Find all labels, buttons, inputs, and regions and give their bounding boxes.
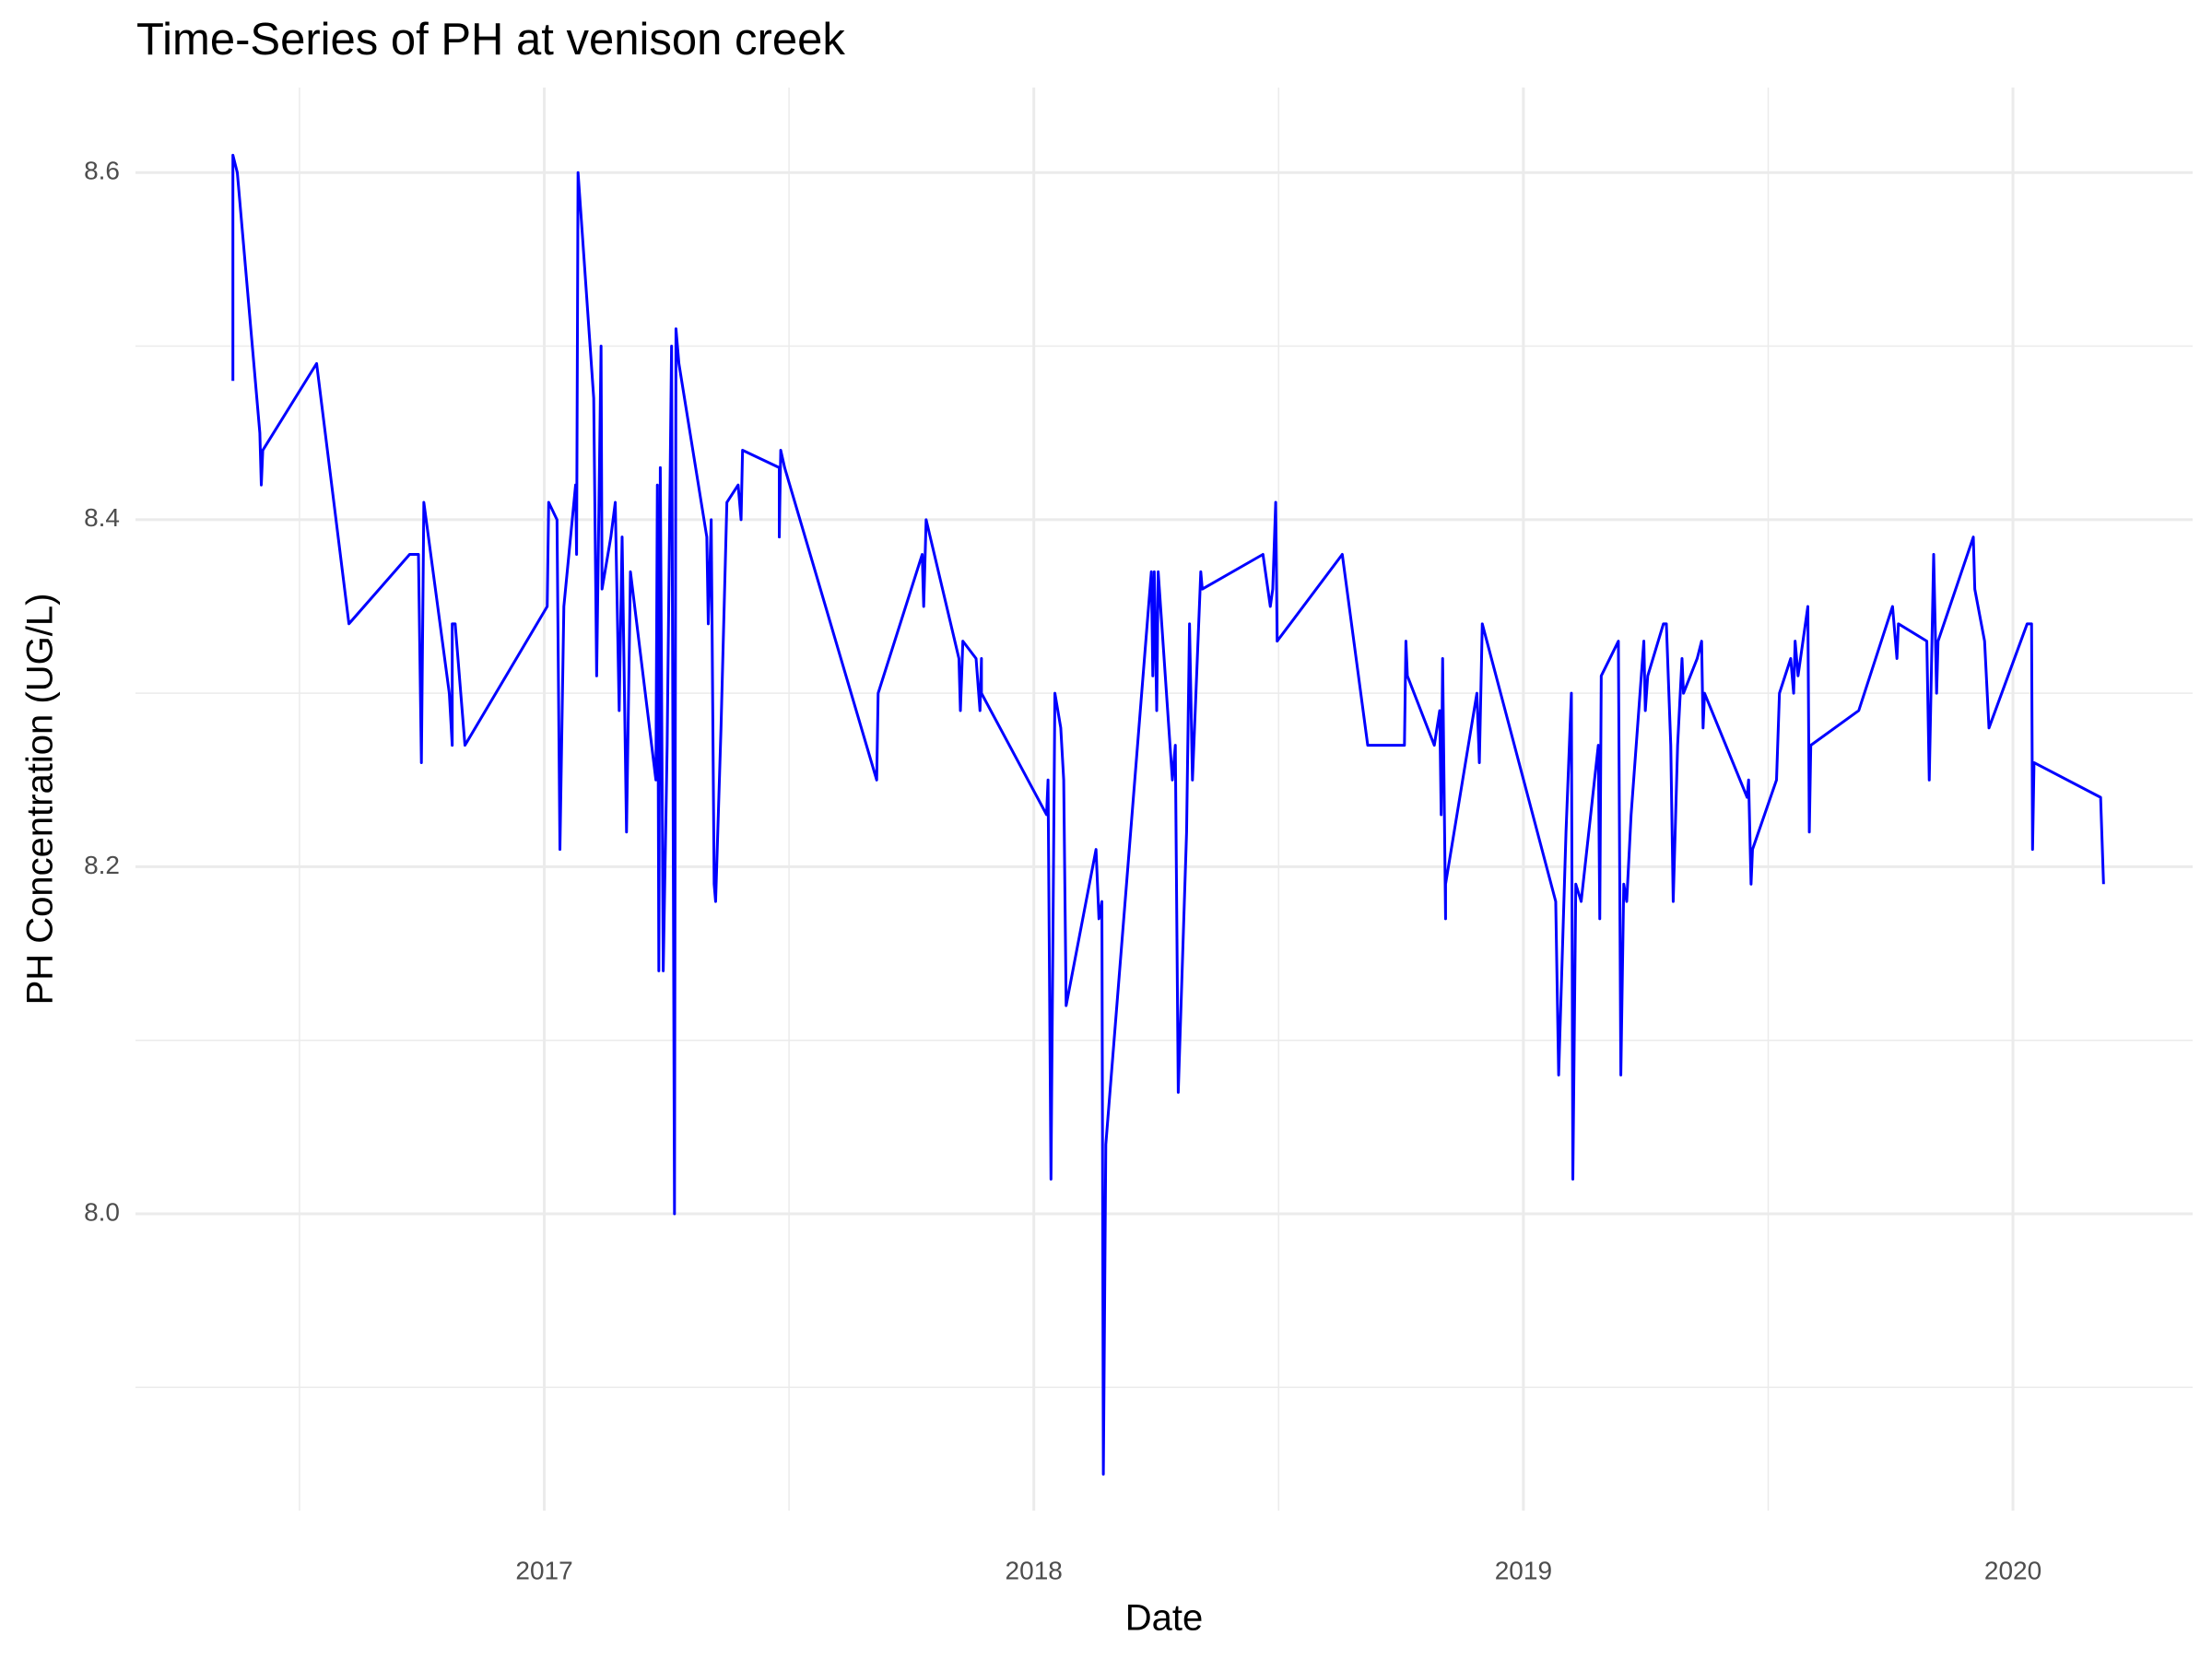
x-tick-label: 2017	[515, 1556, 572, 1584]
y-tick-label: 8.6	[84, 157, 120, 185]
x-axis-title: Date	[1125, 1598, 1204, 1639]
y-tick-label: 8.4	[84, 503, 120, 532]
plot-area	[231, 153, 2105, 1476]
chart-title: Time-Series of PH at venison creek	[136, 15, 845, 65]
data-line	[231, 153, 2105, 1476]
x-tick-label: 2018	[1006, 1556, 1063, 1584]
y-tick-label: 8.2	[84, 851, 120, 879]
x-tick-label: 2019	[1495, 1556, 1552, 1584]
grid	[135, 88, 2193, 1511]
y-axis-title: PH Concentration (UG/L)	[20, 594, 61, 1006]
y-tick-label: 8.0	[84, 1197, 120, 1226]
x-tick-label: 2020	[1984, 1556, 2041, 1584]
